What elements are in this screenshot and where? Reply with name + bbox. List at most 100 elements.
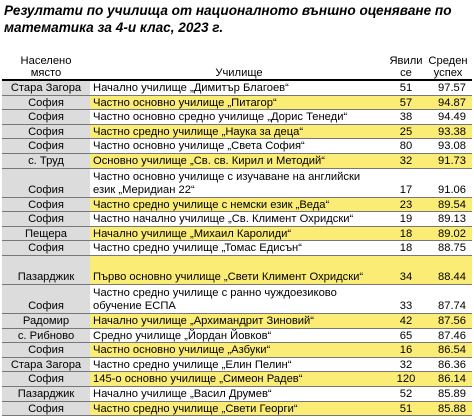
cell-appeared: 120 [388, 371, 424, 387]
cell-appeared: 51 [388, 80, 424, 96]
cell-score: 97.57 [424, 80, 472, 96]
header-school-label: Училище [215, 67, 263, 79]
cell-score: 86.14 [424, 371, 472, 387]
cell-town: Радомир [2, 313, 90, 329]
cell-town: с. Труд [2, 153, 90, 169]
table-row: Пещера Начално училище „Михаил Каролиди“ 1… [2, 226, 472, 242]
cell-school: Частно средно училище „Томас Едисън“ [90, 240, 388, 256]
cell-score: 91.06 [424, 168, 472, 198]
cell-score: 94.87 [424, 95, 472, 111]
table-row: София Частно основно училище „Азбуки“ 16 86… [2, 342, 472, 358]
header-appeared: Явили се [388, 42, 424, 81]
table-row: София Частно средно училище с ранно чуждо… [2, 284, 472, 314]
cell-score: 89.02 [424, 226, 472, 242]
table-row: София Частно основно училище „Питагор“ 57 9… [2, 95, 472, 111]
cell-town: София [2, 371, 90, 387]
cell-school: Частно средно училище с немски език „Вед… [90, 197, 388, 213]
cell-score: 93.08 [424, 138, 472, 154]
cell-score: 94.49 [424, 109, 472, 125]
table-row: Радомир Начално училище „Архимандрит Зино… [2, 313, 472, 329]
cell-town: София [2, 109, 90, 125]
cell-town: София [2, 240, 90, 256]
cell-appeared: 25 [388, 124, 424, 140]
cell-school: Начално училище „Васил Друмев“ [90, 386, 388, 402]
table-row: София Частно средно училище „Томас Едисън… [2, 240, 472, 256]
cell-town: София [2, 95, 90, 111]
cell-appeared: 33 [388, 284, 424, 314]
cell-appeared: 34 [388, 255, 424, 285]
header-score: Среден успех [424, 42, 472, 81]
cell-town: с. Рибново [2, 328, 90, 344]
header-row: Населено място Училище Явили се Среден у… [2, 42, 472, 81]
cell-score: 85.89 [424, 386, 472, 402]
cell-school: Частно средно училище „Елин Пелин“ [90, 357, 388, 373]
cell-appeared: 42 [388, 313, 424, 329]
cell-school: Начално училище „Михаил Каролиди“ [90, 226, 388, 242]
cell-school: Частно основно училище „Азбуки“ [90, 342, 388, 358]
cell-appeared: 19 [388, 211, 424, 227]
table-row: с. Труд Основно училище „Св. св. Кирил и … [2, 153, 472, 169]
cell-appeared: 65 [388, 328, 424, 344]
cell-school: Частно основно училище „Света София“ [90, 138, 388, 154]
cell-appeared: 51 [388, 401, 424, 417]
cell-score: 86.36 [424, 357, 472, 373]
cell-town: София [2, 124, 90, 140]
cell-town: Пазарджик [2, 255, 90, 285]
table-row: София Частно средно училище с немски език… [2, 197, 472, 213]
cell-score: 89.54 [424, 197, 472, 213]
cell-score: 91.73 [424, 153, 472, 169]
cell-school: Средно училище „Йордан Йовков“ [90, 328, 388, 344]
cell-school: Основно училище „Св. св. Кирил и Методий… [90, 153, 388, 169]
cell-appeared: 32 [388, 357, 424, 373]
cell-score: 87.56 [424, 313, 472, 329]
header-town: Населено място [2, 42, 90, 81]
table-row: София Частно основно училище с изучаване … [2, 168, 472, 198]
cell-school: Начално училище „Димитър Благоев“ [90, 80, 388, 96]
cell-town: София [2, 342, 90, 358]
table-row: Стара Загора Частно средно училище „Елин … [2, 357, 472, 373]
table-row: София Частно начално училище „Св. Климент… [2, 211, 472, 227]
cell-school: Частно средно училище с ранно чуждоезико… [90, 284, 388, 314]
cell-score: 88.75 [424, 240, 472, 256]
header-town-label: Населено място [20, 55, 72, 79]
cell-town: София [2, 401, 90, 417]
table-row: София Частно основно училище „Света София… [2, 138, 472, 154]
results-table: Населено място Училище Явили се Среден у… [2, 42, 472, 417]
cell-appeared: 23 [388, 197, 424, 213]
cell-appeared: 80 [388, 138, 424, 154]
cell-score: 87.74 [424, 284, 472, 314]
cell-school: Частно начално училище „Св. Климент Охри… [90, 211, 388, 227]
table-row: София Частно основно средно училище „Дори… [2, 109, 472, 125]
cell-school: Частно основно средно училище „Дорис Тен… [90, 109, 388, 125]
figure-title: Резултати по училища от националното вън… [4, 3, 452, 35]
cell-school: Частно средно училище „Наука за деца“ [90, 124, 388, 140]
table-row: София Частно средно училище „Свети Георги… [2, 401, 472, 417]
cell-school: 145-о основно училище „Симеон Радев“ [90, 371, 388, 387]
cell-score: 88.44 [424, 255, 472, 285]
header-score-label: Среден успех [428, 55, 468, 79]
cell-town: Пещера [2, 226, 90, 242]
cell-appeared: 52 [388, 386, 424, 402]
cell-town: София [2, 138, 90, 154]
table-row: с. Рибново Средно училище „Йордан Йовков“… [2, 328, 472, 344]
table-row: Стара Загора Начално училище „Димитър Бла… [2, 80, 472, 96]
table-row: Пазарджик Начално училище „Васил Друмев“ 5… [2, 386, 472, 402]
header-school: Училище [90, 42, 388, 81]
cell-appeared: 57 [388, 95, 424, 111]
cell-town: Стара Загора [2, 80, 90, 96]
cell-score: 86.54 [424, 342, 472, 358]
cell-appeared: 16 [388, 342, 424, 358]
cell-town: Стара Загора [2, 357, 90, 373]
cell-town: Пазарджик [2, 386, 90, 402]
cell-town: София [2, 211, 90, 227]
cell-school: Начално училище „Архимандрит Зиновий“ [90, 313, 388, 329]
table-row: София 145-о основно училище „Симеон Радев… [2, 371, 472, 387]
cell-town: София [2, 168, 90, 198]
table-row: София Частно средно училище „Наука за дец… [2, 124, 472, 140]
cell-appeared: 18 [388, 240, 424, 256]
cell-appeared: 38 [388, 109, 424, 125]
cell-appeared: 17 [388, 168, 424, 198]
cell-town: София [2, 197, 90, 213]
cell-school: Първо основно училище „Свети Климент Охр… [90, 255, 388, 285]
